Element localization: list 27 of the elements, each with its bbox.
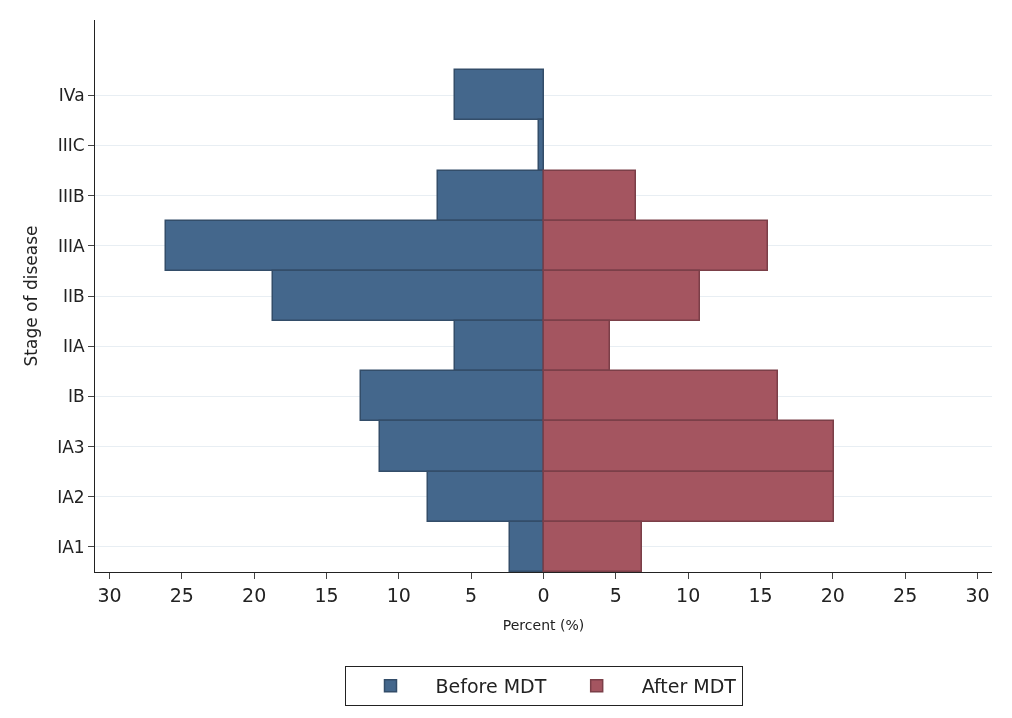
x-tick-label: 15 [748,583,773,606]
x-tick-label: 25 [893,583,918,606]
y-tick-label: IVa [58,85,85,106]
y-tick-label: IA2 [57,486,85,507]
x-tick-label: 20 [242,583,267,606]
x-tick-label: 30 [965,583,990,606]
x-tick-label: 30 [97,583,122,606]
y-tick-label: IIIC [57,135,85,156]
x-tick-label: 25 [169,583,194,606]
y-tick-label: IIIA [57,235,85,256]
x-tick-label: 5 [465,583,478,606]
y-tick-label: IIB [62,285,85,306]
y-tick-label: IIA [62,336,85,357]
legend-label: Before MDT [435,675,547,698]
y-tick-label: IB [67,386,85,407]
x-tick-label: 0 [537,583,550,606]
y-tick-label: IIIB [57,185,85,206]
legend-label: After MDT [641,675,737,698]
y-tick-label: IA1 [57,536,85,557]
x-tick-label: 10 [386,583,411,606]
x-tick-label: 5 [609,583,622,606]
x-axis-title: Percent (%) [502,617,585,634]
y-tick-label: IA3 [57,436,85,457]
x-tick-label: 20 [820,583,845,606]
x-tick-label: 10 [676,583,701,606]
y-axis-title: Stage of disease [20,225,41,367]
x-tick-label: 15 [314,583,339,606]
